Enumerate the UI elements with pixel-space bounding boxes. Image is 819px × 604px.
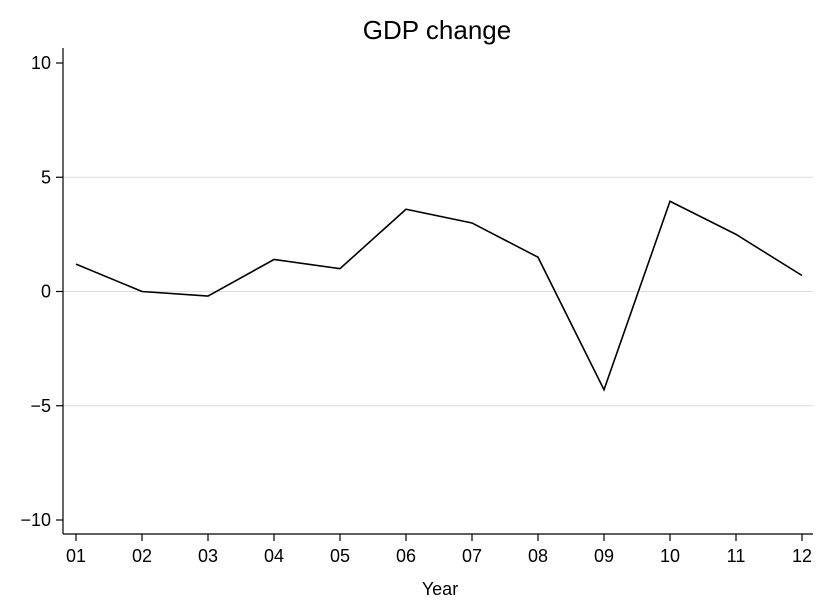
y-gridlines bbox=[63, 176, 813, 407]
x-tick-label: 06 bbox=[396, 546, 416, 566]
x-tick-label: 03 bbox=[198, 546, 218, 566]
y-tick-label: 10 bbox=[31, 53, 51, 73]
y-axis-ticks: −10 −5 0 5 10 bbox=[20, 53, 63, 530]
y-tick-label: 5 bbox=[41, 167, 51, 187]
x-axis-ticks: 01 02 03 04 05 06 07 08 09 10 11 12 bbox=[66, 534, 812, 566]
x-axis-label: Year bbox=[422, 579, 458, 599]
x-tick-label: 09 bbox=[594, 546, 614, 566]
series-line bbox=[75, 200, 803, 392]
x-tick-label: 04 bbox=[264, 546, 284, 566]
x-tick-label: 07 bbox=[462, 546, 482, 566]
y-tick-label: −5 bbox=[30, 396, 51, 416]
x-tick-label: 10 bbox=[660, 546, 680, 566]
x-tick-label: 11 bbox=[727, 546, 746, 566]
series-layer bbox=[75, 200, 803, 392]
x-tick-label: 08 bbox=[528, 546, 548, 566]
x-tick-label: 01 bbox=[66, 546, 86, 566]
x-tick-label: 05 bbox=[330, 546, 350, 566]
x-tick-label: 02 bbox=[132, 546, 152, 566]
y-tick-label: 0 bbox=[41, 282, 51, 302]
x-tick-label: 12 bbox=[792, 546, 812, 566]
chart-title: GDP change bbox=[363, 15, 511, 45]
y-tick-label: −10 bbox=[20, 510, 51, 530]
